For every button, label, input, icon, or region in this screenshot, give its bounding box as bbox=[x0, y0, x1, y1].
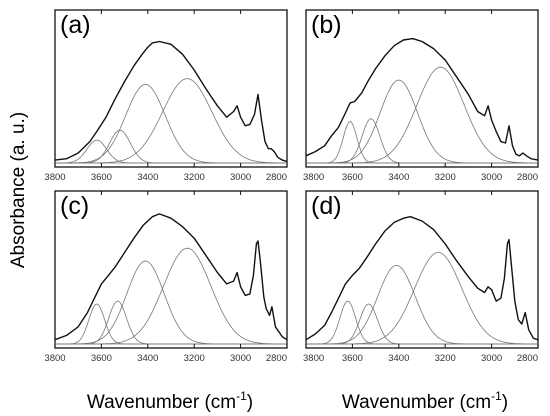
x-tick-label: 3200 bbox=[184, 353, 205, 364]
x-tick-label: 3400 bbox=[137, 353, 158, 364]
x-tick-label: 3400 bbox=[388, 172, 409, 183]
x-tick-label: 3600 bbox=[91, 353, 112, 364]
plot-frame bbox=[305, 9, 539, 168]
fit-component-3 bbox=[306, 252, 538, 345]
fit-component-3 bbox=[55, 247, 287, 345]
x-tick-label: 2800 bbox=[517, 172, 538, 183]
x-axis-title-right-tail: ) bbox=[502, 392, 508, 413]
x-axis-title-left-tail: ) bbox=[247, 392, 253, 413]
x-axis-title-left: Wavenumber (cm-1) bbox=[87, 389, 253, 413]
panel-label: (c) bbox=[60, 192, 89, 220]
x-tick-label: 3800 bbox=[303, 353, 324, 364]
measured-spectrum bbox=[54, 40, 288, 163]
x-tick-label: 3600 bbox=[342, 353, 363, 364]
x-tick-label: 3200 bbox=[184, 172, 205, 183]
fit-component-2 bbox=[55, 260, 287, 345]
panel-label: (b) bbox=[311, 11, 342, 39]
x-tick-label: 3400 bbox=[388, 353, 409, 364]
panel-label: (d) bbox=[311, 192, 342, 220]
x-tick-label: 3000 bbox=[481, 172, 502, 183]
x-axis-title-left-sup: -1 bbox=[236, 389, 247, 403]
plot-frame bbox=[54, 9, 288, 168]
x-tick-label: 2800 bbox=[517, 353, 538, 364]
plot-frame bbox=[54, 190, 288, 349]
x-tick-label: 3600 bbox=[91, 172, 112, 183]
x-tick-label: 3200 bbox=[435, 353, 456, 364]
x-tick-label: 3800 bbox=[44, 353, 65, 364]
fit-component-3 bbox=[306, 66, 538, 164]
fit-component-1 bbox=[306, 303, 538, 345]
fit-component-0 bbox=[55, 139, 287, 164]
panel-label: (a) bbox=[60, 11, 91, 39]
fit-component-0 bbox=[55, 303, 287, 345]
fit-component-2 bbox=[55, 83, 287, 164]
fit-component-2 bbox=[306, 264, 538, 345]
x-tick-label: 3000 bbox=[230, 353, 251, 364]
x-axis-title-right-main: Wavenumber (cm bbox=[342, 392, 491, 413]
panel-0: 3800 3600 3400 3200 3000 2800 (a) bbox=[44, 9, 288, 183]
plot-frame bbox=[305, 190, 539, 349]
x-axis-title-right-sup: -1 bbox=[491, 389, 502, 403]
panel-1: 3800 3600 3400 3200 3000 2800 (b) bbox=[303, 9, 539, 183]
x-tick-label: 3400 bbox=[137, 172, 158, 183]
x-axis-title-left-main: Wavenumber (cm bbox=[87, 392, 236, 413]
x-tick-label: 2800 bbox=[266, 353, 287, 364]
x-axis-title-right: Wavenumber (cm-1) bbox=[342, 389, 508, 413]
fit-component-0 bbox=[306, 300, 538, 345]
x-tick-label: 3600 bbox=[342, 172, 363, 183]
panels: 3800 3600 3400 3200 3000 2800(a)3800 3600 3400 3… bbox=[44, 9, 539, 364]
panel-3: 3800 3600 3400 3200 3000 2800 (d) bbox=[303, 190, 539, 364]
measured-spectrum bbox=[54, 213, 288, 341]
x-tick-label: 3800 bbox=[303, 172, 324, 183]
measured-spectrum bbox=[305, 37, 539, 161]
fit-component-1 bbox=[55, 129, 287, 164]
panel-2: 3800 3600 3400 3200 3000 2800 (c) bbox=[44, 190, 288, 364]
x-tick-label: 3000 bbox=[230, 172, 251, 183]
fit-component-3 bbox=[55, 78, 287, 164]
x-tick-label: 3000 bbox=[481, 353, 502, 364]
x-tick-label: 3800 bbox=[44, 172, 65, 183]
x-tick-label: 2800 bbox=[266, 172, 287, 183]
fit-component-2 bbox=[306, 79, 538, 164]
x-tick-label: 3200 bbox=[435, 172, 456, 183]
measured-spectrum bbox=[305, 216, 539, 341]
y-axis-title: Absorbance (a. u.) bbox=[8, 112, 29, 268]
